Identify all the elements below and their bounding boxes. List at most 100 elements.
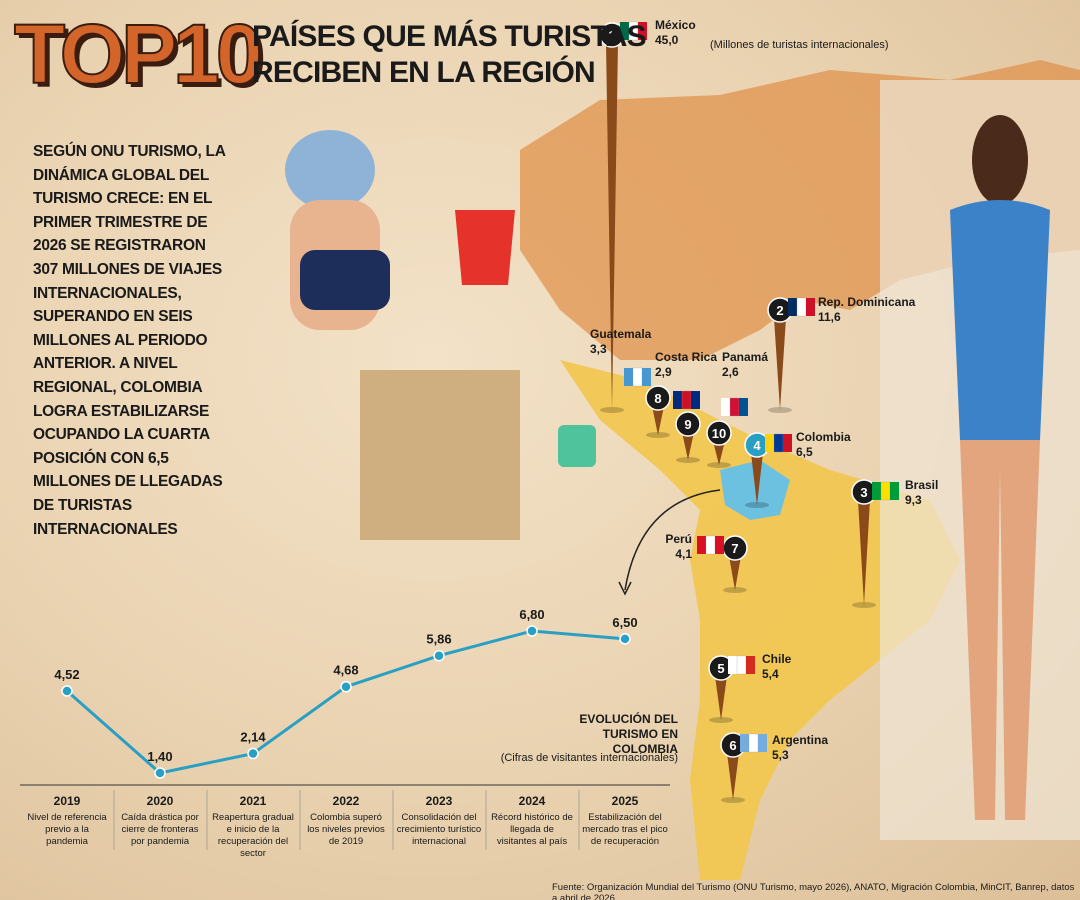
flag (796, 297, 807, 317)
country-value: 2,6 (722, 365, 739, 379)
x-tick-label: 2019 (53, 794, 81, 808)
pin-rank: 9 (684, 417, 691, 432)
country-label: Panamá (722, 350, 769, 364)
pin (751, 453, 763, 505)
country-label: Brasil (905, 478, 939, 492)
pin-rank: 2 (776, 303, 783, 318)
x-note: Consolidación del crecimiento turístico … (396, 812, 482, 847)
pin-rank: 3 (860, 485, 867, 500)
country-label: Chile (762, 652, 792, 666)
country-label: Argentina (772, 733, 829, 747)
flag (697, 536, 706, 554)
flag (740, 734, 749, 752)
pin-rank: 1 (608, 28, 615, 43)
point (61, 685, 73, 697)
country-value: 9,3 (905, 493, 922, 507)
point (526, 625, 538, 637)
country-label: Costa Rica (655, 350, 718, 364)
country-value: 5,4 (762, 667, 779, 681)
flag (728, 656, 737, 674)
value-label: 4,68 (333, 663, 358, 678)
point (340, 680, 352, 693)
country-label: Guatemala (590, 327, 652, 341)
point (433, 649, 445, 662)
x-tick-label: 2020 (146, 794, 174, 808)
x-tick-label: 2024 (518, 794, 546, 808)
value-label: 5,86 (426, 632, 451, 647)
map-colombia (720, 460, 790, 520)
pin-rank: 4 (753, 438, 761, 453)
pin-head (645, 385, 671, 411)
pin-rank: 10 (712, 426, 726, 441)
pin (606, 43, 618, 410)
flag (691, 391, 700, 409)
point (154, 767, 166, 779)
flag (748, 733, 759, 753)
arrow (624, 489, 721, 591)
pin (715, 676, 727, 720)
country-value: 4,1 (675, 547, 692, 561)
toy (558, 425, 596, 467)
value-label: 2,14 (240, 730, 266, 745)
person-swimsuit (950, 200, 1050, 460)
flag (642, 368, 651, 386)
point (247, 747, 259, 760)
pin (729, 556, 741, 590)
x-tick-label: 2023 (425, 794, 453, 808)
flag (788, 298, 797, 316)
x-note: Reapertura gradual e inicio de la recupe… (212, 812, 294, 859)
child-shorts (300, 250, 390, 310)
flag (739, 398, 748, 416)
value-label: 6,80 (519, 607, 544, 622)
flag (806, 298, 815, 316)
pin-head (675, 411, 701, 437)
unit-note: (Millones de turistas internacionales) (710, 39, 889, 51)
flag (880, 481, 891, 501)
x-tick-label: 2022 (332, 794, 360, 808)
value-label: 1,40 (147, 749, 172, 764)
pin-rank: 5 (717, 661, 724, 676)
flag (736, 655, 747, 675)
flag (638, 22, 647, 40)
value-label: 6,50 (612, 615, 637, 630)
value-label: 4,52 (54, 667, 79, 682)
flag (758, 734, 767, 752)
x-note: Estabilización del mercado tras el pico … (582, 812, 668, 847)
flag (765, 434, 774, 452)
flag (721, 398, 730, 416)
flag (783, 434, 792, 452)
country-label: Perú (665, 532, 692, 546)
pin (774, 318, 786, 410)
flag (872, 482, 881, 500)
flag (715, 536, 724, 554)
country-label: Colombia (796, 430, 851, 444)
pin (682, 432, 694, 460)
flag (673, 391, 682, 409)
flag (890, 482, 899, 500)
country-value: 3,3 (590, 342, 607, 356)
pin-rank: 6 (729, 738, 736, 753)
pin-rank: 8 (654, 391, 661, 406)
child-hat (285, 130, 375, 210)
x-note: Caída drástica por cierre de fronteras p… (121, 812, 199, 847)
pin (858, 500, 870, 605)
x-note: Colombia superó los niveles previos de 2… (307, 812, 385, 847)
sand-castle (360, 370, 520, 540)
flag (624, 368, 633, 386)
country-value: 11,6 (818, 310, 841, 324)
intro: SEGÚN ONU TURISMO, LA DINÁMICA GLOBAL DE… (33, 143, 226, 538)
country-label: México (655, 18, 696, 32)
pin-rank: 7 (731, 541, 738, 556)
person-legs (960, 440, 1040, 820)
title: PAÍSES QUE MÁS TURISTAS (252, 20, 647, 53)
chart-title: EVOLUCIÓN DEL TURISMO EN COLOMBIA (579, 712, 678, 756)
flag (632, 367, 643, 387)
chart-subtitle: (Cifras de visitantes internacionales) (500, 752, 678, 764)
flag (705, 535, 716, 555)
flag (746, 656, 755, 674)
x-note: Récord histórico de llegada de visitante… (491, 812, 573, 847)
pin (713, 441, 725, 465)
x-tick-label: 2025 (611, 794, 639, 808)
